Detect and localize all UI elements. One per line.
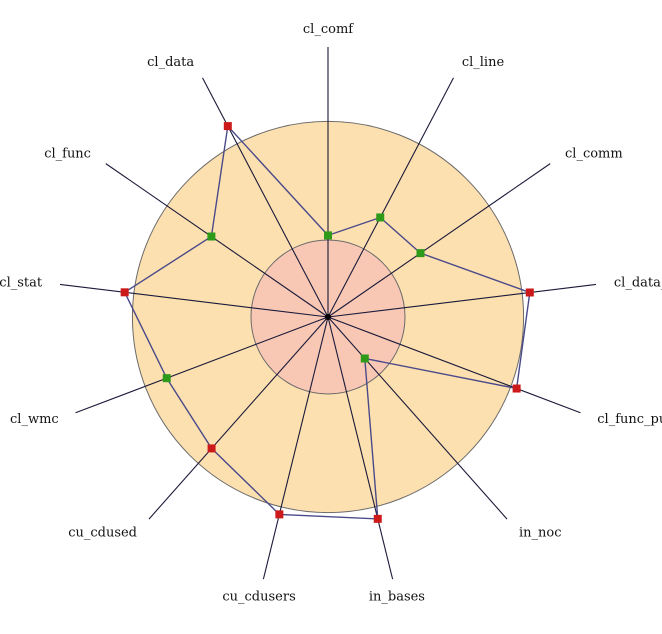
spoke-cl_line: [327, 77, 454, 318]
axis-label-cl_wmc: cl_wmc: [10, 412, 59, 427]
marker-cl_comf: [324, 231, 332, 240]
marker-in_noc: [360, 354, 369, 363]
marker-cu_cdused: [207, 444, 216, 453]
axis-label-cl_comf: cl_comf: [303, 22, 354, 37]
axis-label-cl_func: cl_func: [44, 146, 91, 161]
spoke-cl_wmc: [75, 316, 329, 414]
axis-label-cl_data_publ: cl_data_publ: [614, 275, 662, 290]
marker-cl_wmc: [162, 374, 171, 383]
spoke-cl_stat: [59, 283, 329, 318]
axis-label-cu_cdused: cu_cdused: [68, 526, 137, 541]
spoke-cl_func: [105, 163, 329, 318]
marker-cl_comm: [416, 249, 425, 258]
axis-spokes: [59, 47, 597, 580]
marker-cl_func_publ: [512, 384, 521, 393]
marker-in_bases: [373, 514, 382, 523]
spoke-cl_func_publ: [327, 316, 581, 414]
marker-cl_stat: [120, 288, 129, 297]
axis-label-in_noc: in_noc: [519, 526, 562, 541]
axis-label-cl_comm: cl_comm: [565, 146, 623, 161]
spoke-cl_data_publ: [327, 283, 597, 318]
axis-label-cl_data: cl_data: [147, 55, 194, 70]
axis-label-cl_stat: cl_stat: [0, 275, 43, 290]
marker-cl_data: [223, 122, 232, 131]
axis-label-cl_func_publ: cl_func_publ: [597, 412, 662, 427]
spoke-cl_data: [202, 77, 329, 318]
spoke-cu_cdusers: [262, 316, 329, 580]
spoke-cu_cdused: [148, 316, 329, 520]
axis-labels: cl_comf cl_line cl_comm cl_data_publ cl_func…: [0, 22, 662, 605]
spoke-in_bases: [327, 316, 394, 580]
marker-cl_line: [376, 213, 385, 222]
metric-markers: [120, 122, 534, 523]
metric-polygon: [123, 124, 531, 520]
center-dot: [325, 314, 331, 320]
marker-cl_data_publ: [525, 288, 534, 297]
axis-label-cl_line: cl_line: [462, 55, 505, 70]
axis-label-cu_cdusers: cu_cdusers: [222, 590, 295, 605]
axis-label-in_bases: in_bases: [369, 590, 425, 605]
spoke-cl_comm: [327, 163, 551, 318]
marker-cu_cdusers: [275, 510, 284, 519]
spoke-in_noc: [327, 316, 508, 520]
marker-cl_func: [207, 232, 216, 241]
